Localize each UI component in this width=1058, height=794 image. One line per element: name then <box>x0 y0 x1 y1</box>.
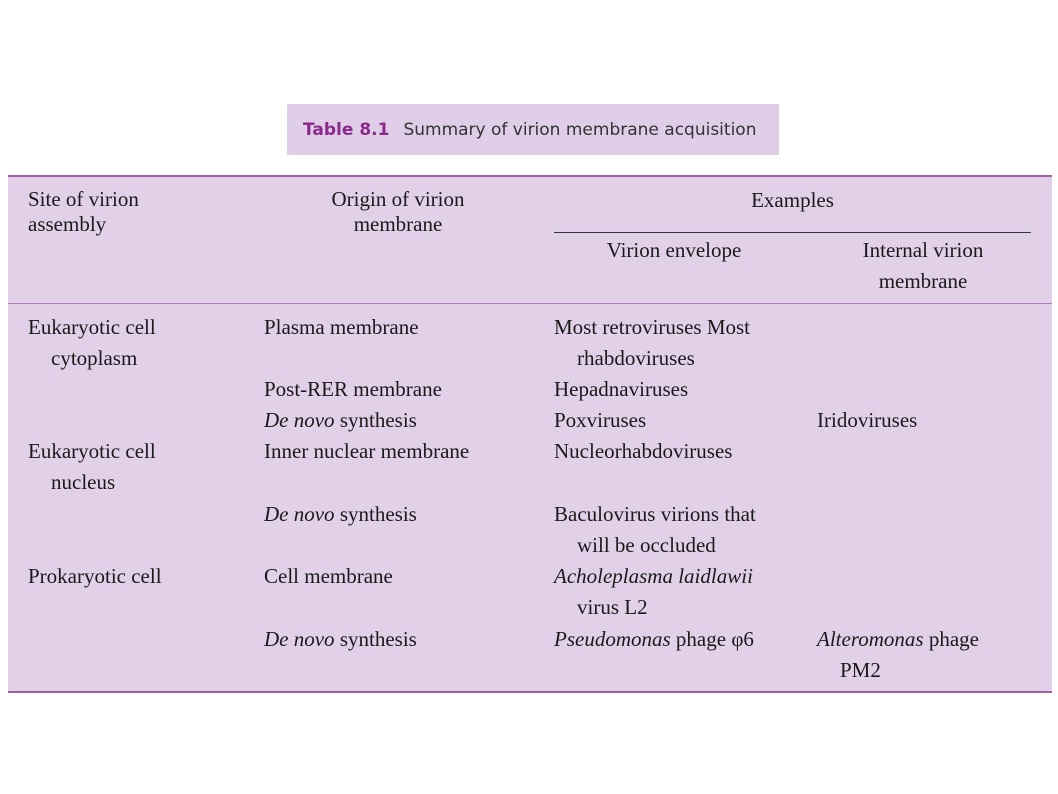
site-euk-nucleus: Eukaryotic cell nucleus <box>28 436 156 498</box>
header-divider <box>8 303 1052 304</box>
data-table: Site of virion assembly Origin of virion… <box>8 175 1052 693</box>
envelope-retroviruses: Most retroviruses Most rhabdoviruses <box>554 312 750 374</box>
header-internal-line2: membrane <box>878 269 968 293</box>
acholeplasma-italic: Acholeplasma laidlawii <box>554 564 753 588</box>
origin-de-novo-3: De novo synthesis <box>264 624 417 655</box>
de-novo-italic: De novo <box>264 502 335 526</box>
origin-post-rer: Post-RER membrane <box>264 377 442 401</box>
header-internal-line1: Internal virion <box>862 238 984 262</box>
pseudomonas-italic: Pseudomonas <box>554 627 671 651</box>
alteromonas-line2: PM2 <box>840 658 881 682</box>
site-prokaryotic: Prokaryotic cell <box>28 564 162 588</box>
site-euk-cytoplasm: Eukaryotic cell cytoplasm <box>28 312 156 374</box>
header-examples: Examples <box>751 188 834 212</box>
envelope-baculovirus-line2: will be occluded <box>577 533 716 557</box>
de-novo-italic: De novo <box>264 627 335 651</box>
internal-irido: Iridoviruses <box>817 408 918 432</box>
header-origin-line2: membrane <box>353 212 443 236</box>
synthesis-text: synthesis <box>334 627 417 651</box>
alteromonas-italic: Alteromonas <box>817 627 924 651</box>
header-envelope: Virion envelope <box>606 238 742 262</box>
examples-divider <box>554 232 1031 233</box>
site-euk-cytoplasm-line2: cytoplasm <box>51 346 138 370</box>
envelope-pox: Poxviruses <box>554 408 647 432</box>
origin-inner-nuclear: Inner nuclear membrane <box>264 439 470 463</box>
site-euk-nucleus-line2: nucleus <box>51 470 116 494</box>
origin-cell-membrane: Cell membrane <box>264 564 393 588</box>
synthesis-text: synthesis <box>334 502 417 526</box>
table-caption: Table 8.1 Summary of virion membrane acq… <box>287 104 779 155</box>
table-title: Summary of virion membrane acquisition <box>403 119 757 140</box>
header-internal: Internal virion membrane <box>808 235 1038 297</box>
origin-de-novo-2: De novo synthesis <box>264 499 417 530</box>
alteromonas-rest: phage <box>923 627 979 651</box>
origin-plasma: Plasma membrane <box>264 315 419 339</box>
internal-alteromonas: Alteromonas phage PM2 <box>817 624 979 686</box>
envelope-retroviruses-line2: rhabdoviruses <box>577 346 695 370</box>
pseudomonas-rest: phage φ6 <box>670 627 754 651</box>
envelope-hepadna: Hepadnaviruses <box>554 377 689 401</box>
envelope-nucleorhabdo: Nucleorhabdoviruses <box>554 439 733 463</box>
header-site: Site of virion assembly <box>28 187 139 237</box>
table-number: Table 8.1 <box>303 119 390 140</box>
envelope-baculovirus: Baculovirus virions that will be occlude… <box>554 499 756 561</box>
envelope-baculovirus-line1: Baculovirus virions that <box>554 502 756 526</box>
site-euk-cytoplasm-line1: Eukaryotic cell <box>28 315 156 339</box>
site-euk-nucleus-line1: Eukaryotic cell <box>28 439 156 463</box>
envelope-pseudomonas: Pseudomonas phage φ6 <box>554 624 754 655</box>
de-novo-italic: De novo <box>264 408 335 432</box>
header-site-line2: assembly <box>28 212 107 236</box>
synthesis-text: synthesis <box>334 408 417 432</box>
header-origin: Origin of virion membrane <box>298 187 498 237</box>
envelope-retroviruses-line1: Most retroviruses Most <box>554 315 750 339</box>
envelope-acholeplasma: Acholeplasma laidlawii virus L2 <box>554 561 753 623</box>
header-origin-line1: Origin of virion <box>331 187 465 211</box>
header-site-line1: Site of virion <box>28 187 139 211</box>
acholeplasma-rest: virus L2 <box>577 595 648 619</box>
origin-de-novo-1: De novo synthesis <box>264 405 417 436</box>
